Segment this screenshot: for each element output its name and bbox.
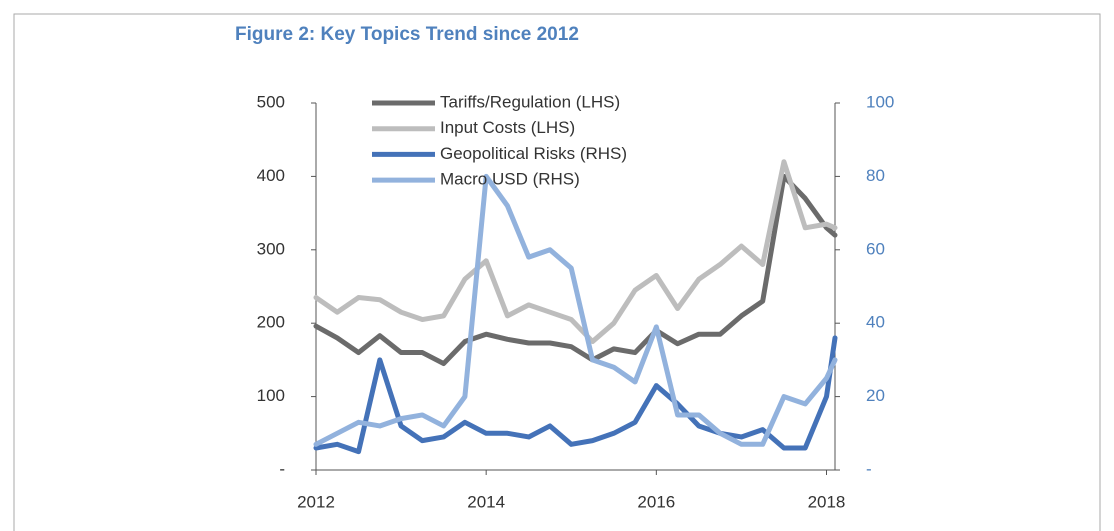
legend-label: Input Costs (LHS) bbox=[440, 118, 575, 137]
legend-label: Geopolitical Risks (RHS) bbox=[440, 144, 627, 163]
x-tick-label: 2016 bbox=[637, 492, 675, 511]
y2-tick-label: 80 bbox=[866, 166, 885, 185]
y2-tick-label: 40 bbox=[866, 313, 885, 332]
y-tick-label: 300 bbox=[257, 239, 285, 258]
y2-tick-label: 60 bbox=[866, 239, 885, 258]
series-line bbox=[313, 173, 838, 447]
y-tick-label: 100 bbox=[257, 386, 285, 405]
y-tick-label: 400 bbox=[257, 166, 285, 185]
x-tick-label: 2014 bbox=[467, 492, 505, 511]
y-tick-label: - bbox=[279, 459, 285, 478]
y2-tick-label: 100 bbox=[866, 92, 894, 111]
y-tick-label: 200 bbox=[257, 313, 285, 332]
y-tick-label: 500 bbox=[257, 92, 285, 111]
series-line bbox=[313, 335, 838, 455]
x-tick-label: 2018 bbox=[808, 492, 846, 511]
legend-label: Macro USD (RHS) bbox=[440, 170, 580, 189]
legend-label: Tariffs/Regulation (LHS) bbox=[440, 92, 620, 111]
series-line bbox=[313, 159, 838, 345]
frame bbox=[13, 13, 1101, 531]
series-line bbox=[313, 173, 838, 367]
chart-title: Figure 2: Key Topics Trend since 2012 bbox=[235, 24, 579, 45]
x-tick-label: 2012 bbox=[297, 492, 335, 511]
y2-tick-label: - bbox=[866, 459, 872, 478]
y2-tick-label: 20 bbox=[866, 386, 885, 405]
